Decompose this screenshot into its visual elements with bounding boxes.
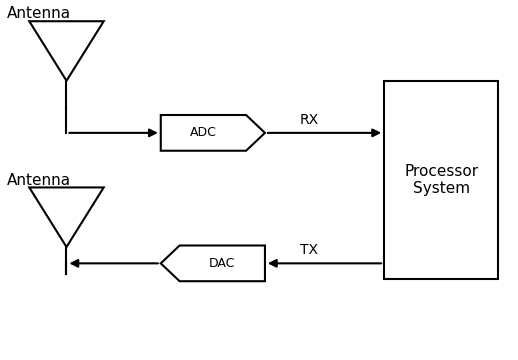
Text: DAC: DAC xyxy=(209,257,236,270)
Text: Antenna: Antenna xyxy=(7,6,71,21)
Text: ADC: ADC xyxy=(190,126,217,139)
Text: TX: TX xyxy=(300,243,318,257)
Text: Processor
System: Processor System xyxy=(404,164,478,196)
FancyBboxPatch shape xyxy=(384,81,498,279)
Text: RX: RX xyxy=(300,113,319,127)
Text: Antenna: Antenna xyxy=(7,172,71,188)
